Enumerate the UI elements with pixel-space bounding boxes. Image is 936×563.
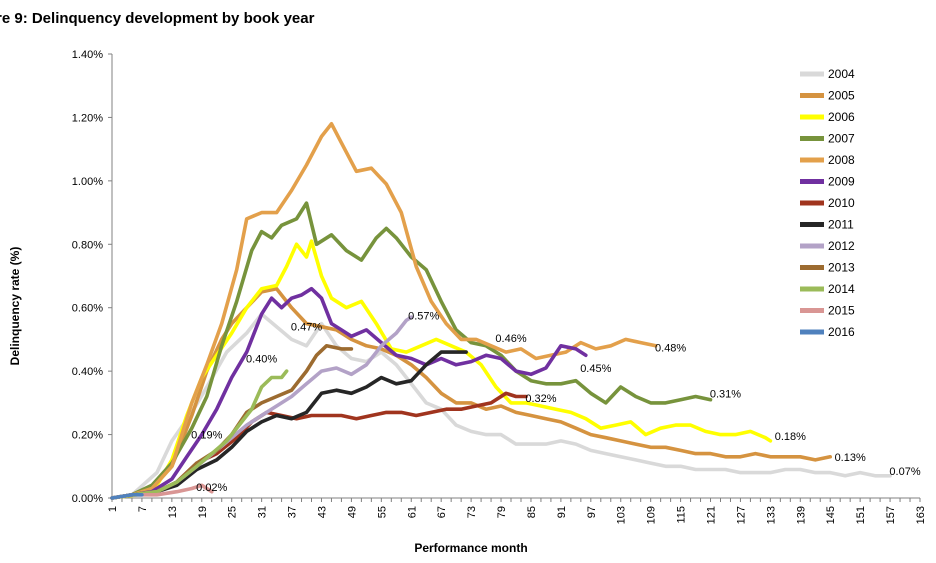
series-lines	[110, 122, 892, 500]
x-tick-label: 13	[167, 506, 179, 518]
legend-label-2008: 2008	[828, 153, 855, 167]
data-label: 0.18%	[775, 431, 806, 443]
series-line-2007	[110, 201, 713, 500]
x-tick-label: 55	[376, 506, 388, 518]
data-label: 0.48%	[655, 342, 686, 354]
legend-label-2010: 2010	[828, 196, 855, 210]
y-tick-label: 0.80%	[72, 239, 103, 251]
y-tick-label: 1.00%	[72, 176, 103, 188]
x-tick-label: 25	[227, 506, 239, 518]
series-line-2004	[110, 312, 892, 500]
series-line-2016	[110, 493, 144, 500]
series-line-2013	[110, 344, 354, 500]
data-label: 0.07%	[889, 466, 920, 478]
series-line-2014	[110, 369, 289, 500]
x-tick-label: 103	[616, 506, 628, 524]
data-label: 0.47%	[291, 322, 322, 334]
x-tick-label: 115	[676, 506, 688, 524]
x-tick-label: 1	[107, 506, 119, 512]
legend-label-2007: 2007	[828, 132, 855, 146]
x-tick-label: 151	[855, 506, 867, 524]
legend-label-2014: 2014	[828, 282, 855, 296]
x-tick-label: 19	[197, 506, 209, 518]
x-tick-label: 127	[735, 506, 747, 524]
x-tick-label: 139	[795, 506, 807, 524]
legend-label-2009: 2009	[828, 175, 855, 189]
x-tick-label: 91	[556, 506, 568, 518]
x-tick-label: 43	[316, 506, 328, 518]
data-label: 0.31%	[710, 388, 741, 400]
y-tick-label: 0.00%	[72, 493, 103, 505]
data-label: 0.13%	[835, 452, 866, 464]
y-tick-label: 0.60%	[72, 303, 103, 315]
x-tick-label: 145	[825, 506, 837, 524]
y-axis-label: Delinquency rate (%)	[8, 247, 22, 366]
legend-label-2015: 2015	[828, 304, 855, 318]
legend: 2004 2005 2006 2007 2008 2009 2010 2011 2012 2013…	[800, 67, 855, 339]
x-tick-label: 133	[765, 506, 777, 524]
x-tick-label: 97	[586, 506, 598, 518]
data-labels: 0.57% 0.47% 0.40% 0.19% 0.02% 0.46% 0.45% 0.48%…	[191, 311, 921, 494]
legend-label-2006: 2006	[828, 110, 855, 124]
y-tick-label: 0.20%	[72, 430, 103, 442]
y-tick-label: 1.20%	[72, 112, 103, 124]
x-tick-label: 157	[885, 506, 897, 524]
x-tick-label: 73	[466, 506, 478, 518]
plot-frame	[111, 54, 920, 499]
x-tick-label: 121	[706, 506, 718, 524]
data-label: 0.02%	[196, 482, 227, 494]
legend-label-2011: 2011	[828, 218, 854, 232]
x-tick-label: 79	[496, 506, 508, 518]
data-label: 0.45%	[580, 363, 611, 375]
x-tick-label: 31	[257, 506, 269, 518]
x-tick-label: 163	[915, 506, 927, 524]
x-axis-ticks: 1 7 13 19 25 31 37 43 49 55 61 67 73 79 85 91 97 103 109 11…	[107, 498, 927, 524]
legend-label-2013: 2013	[828, 261, 855, 275]
x-tick-label: 109	[646, 506, 658, 524]
series-line-2006	[110, 239, 773, 500]
y-axis-ticks: 0.00% 0.20% 0.40% 0.60% 0.80% 1.00% 1.20% 1.40%	[72, 49, 112, 505]
x-axis-label: Performance month	[414, 541, 527, 555]
legend-label-2012: 2012	[828, 239, 855, 253]
x-tick-label: 49	[346, 506, 358, 518]
data-label: 0.57%	[408, 311, 439, 323]
x-tick-label: 61	[406, 506, 418, 518]
data-label: 0.32%	[525, 393, 556, 405]
figure-title: re 9: Delinquency development by book ye…	[0, 10, 315, 27]
x-tick-label: 67	[436, 506, 448, 518]
series-line-2011	[110, 350, 468, 500]
x-tick-label: 37	[287, 506, 299, 518]
y-tick-label: 0.40%	[72, 366, 103, 378]
series-line-2008	[110, 122, 658, 500]
data-label: 0.19%	[191, 430, 222, 442]
legend-label-2004: 2004	[828, 67, 855, 81]
legend-label-2016: 2016	[828, 325, 855, 339]
data-label: 0.46%	[495, 333, 526, 345]
legend-label-2005: 2005	[828, 89, 855, 103]
x-tick-label: 85	[526, 506, 538, 518]
x-tick-label: 7	[137, 506, 149, 512]
y-tick-label: 1.40%	[72, 49, 103, 61]
data-label: 0.40%	[246, 353, 277, 365]
series-line-2009	[110, 286, 588, 500]
